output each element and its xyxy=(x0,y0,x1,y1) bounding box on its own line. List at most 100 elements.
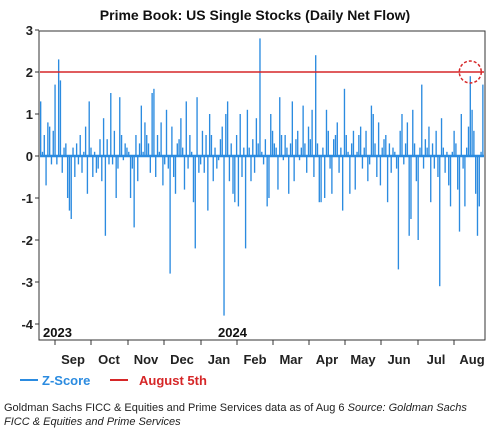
bar xyxy=(176,143,178,156)
bar xyxy=(255,118,258,156)
bar xyxy=(61,156,63,173)
bar xyxy=(129,156,132,198)
bar xyxy=(239,114,241,156)
bar xyxy=(268,156,270,198)
y-tick-label: 3 xyxy=(26,23,33,38)
bar xyxy=(367,156,369,182)
bar xyxy=(397,156,400,270)
bar xyxy=(210,135,213,156)
bar xyxy=(325,109,328,156)
bar xyxy=(174,156,177,194)
bar xyxy=(338,156,340,173)
bar xyxy=(138,143,141,156)
bar xyxy=(399,130,401,156)
x-tick-label: Aug xyxy=(459,352,484,367)
bar xyxy=(386,156,389,203)
bar xyxy=(115,156,117,198)
bar xyxy=(374,143,376,156)
bar xyxy=(320,156,322,203)
bar xyxy=(259,38,261,156)
bar xyxy=(257,143,259,156)
bar xyxy=(315,55,317,157)
bar xyxy=(333,139,335,156)
bar xyxy=(476,156,479,236)
bar xyxy=(392,147,394,156)
bar xyxy=(219,139,222,156)
bar xyxy=(475,156,477,194)
bar xyxy=(79,135,81,156)
bar-series-z-score xyxy=(40,38,484,316)
bar xyxy=(356,151,358,156)
y-tick-label: -1 xyxy=(21,191,33,206)
bar xyxy=(151,93,153,156)
bar xyxy=(50,156,53,165)
bar xyxy=(370,105,373,156)
bar xyxy=(196,97,198,156)
bar xyxy=(203,156,205,173)
bar xyxy=(48,126,51,156)
bar xyxy=(167,156,169,169)
y-tick-label: 1 xyxy=(26,107,33,122)
bar xyxy=(390,156,392,173)
bar xyxy=(40,101,42,156)
bar xyxy=(56,156,58,165)
bar xyxy=(442,147,445,156)
bar xyxy=(147,143,150,156)
bar xyxy=(232,156,234,194)
bar xyxy=(171,126,173,156)
bar xyxy=(194,156,196,249)
bar xyxy=(173,156,175,177)
bar xyxy=(302,105,304,156)
bar xyxy=(198,156,200,173)
bar xyxy=(149,156,151,173)
bar xyxy=(306,156,308,173)
bar xyxy=(352,130,355,156)
bar xyxy=(261,151,263,156)
bar xyxy=(444,156,446,173)
bar xyxy=(279,97,281,156)
bar xyxy=(313,156,315,177)
bar xyxy=(117,156,119,169)
bar xyxy=(343,88,346,156)
bar xyxy=(221,126,223,156)
bar xyxy=(458,156,461,232)
y-tick-label: 2 xyxy=(26,65,33,80)
x-tick-label: Jun xyxy=(387,352,410,367)
bar xyxy=(120,135,123,156)
bar xyxy=(273,143,276,156)
bar xyxy=(97,156,99,169)
bar xyxy=(401,114,403,156)
bar xyxy=(192,156,195,203)
bar xyxy=(381,147,383,156)
x-tick-label: Oct xyxy=(98,352,120,367)
bar xyxy=(241,156,243,177)
bar xyxy=(68,156,71,211)
bar xyxy=(309,139,311,156)
bar xyxy=(41,151,44,156)
bar xyxy=(205,135,207,156)
bar xyxy=(84,126,87,156)
bar xyxy=(124,143,126,156)
bar xyxy=(451,151,453,156)
bar xyxy=(223,156,225,316)
bar xyxy=(156,135,159,156)
x-tick-label: Mar xyxy=(279,352,302,367)
bar xyxy=(90,147,92,156)
bar xyxy=(359,126,362,156)
bar xyxy=(208,114,211,156)
bar xyxy=(108,156,110,165)
bar xyxy=(207,156,209,211)
bar xyxy=(284,135,286,156)
bar xyxy=(449,156,452,207)
bar xyxy=(379,156,382,186)
bar xyxy=(307,126,310,156)
bar xyxy=(47,122,49,156)
bar xyxy=(466,147,468,156)
bar xyxy=(160,122,162,156)
bar xyxy=(101,156,103,182)
bar xyxy=(421,84,423,156)
bar xyxy=(422,156,425,169)
chart-title: Prime Book: US Single Stocks (Daily Net … xyxy=(100,7,410,23)
bar xyxy=(363,147,365,156)
bar xyxy=(74,156,76,177)
